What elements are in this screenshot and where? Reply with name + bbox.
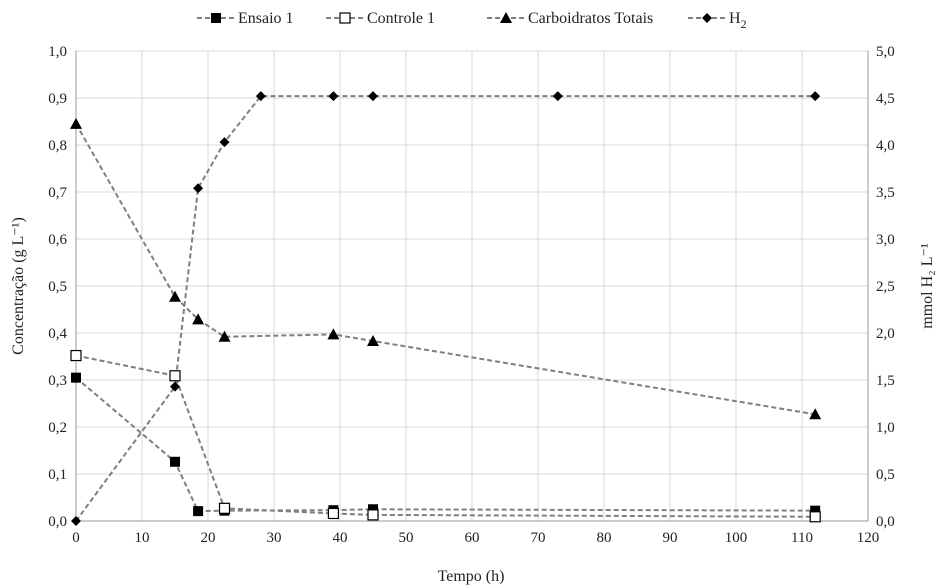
data-point-series-4 (328, 91, 339, 102)
x-tick-label: 0 (72, 530, 80, 546)
x-tick-label: 20 (201, 530, 216, 546)
x-tick-label: 50 (399, 530, 414, 546)
legend-marker-3 (500, 12, 512, 23)
data-point-series-3 (169, 290, 181, 302)
y2-tick-label: 2,5 (876, 279, 895, 295)
data-point-series-2 (809, 511, 821, 523)
data-point-series-2 (218, 502, 231, 514)
series-line-2 (75, 354, 816, 518)
data-point-series-4 (170, 381, 180, 392)
data-point-series-2 (70, 349, 82, 362)
data-point-series-3 (218, 330, 231, 342)
y-tick-label: 1,0 (48, 44, 67, 60)
y2-tick-label: 2,0 (876, 326, 895, 342)
y-tick-label: 0,7 (48, 185, 67, 201)
data-point-series-3 (809, 408, 822, 420)
y-tick-label: 0,9 (48, 91, 67, 107)
y-tick-label: 0,0 (48, 514, 67, 530)
data-point-series-4 (810, 91, 821, 102)
y2-tick-label: 5,0 (876, 44, 895, 60)
data-point-series-1 (810, 505, 821, 516)
data-point-series-2 (367, 509, 379, 521)
series-line-1 (75, 376, 816, 513)
x-tick-label: 10 (135, 530, 150, 546)
axes: 0 10 20 30 40 50 60 70 80 90 100 110 1200,00,10,20,3… (48, 44, 895, 546)
data-point-series-4 (552, 91, 563, 102)
y2-tick-label: 4,5 (876, 91, 895, 107)
data-point-series-4 (368, 91, 378, 102)
legend-marker-1 (211, 13, 221, 23)
data-point-series-4 (71, 516, 81, 526)
y-tick-label: 0,4 (48, 326, 67, 342)
data-point-series-1 (368, 504, 378, 515)
x-tick-label: 80 (597, 530, 612, 546)
y-tick-label: 0,5 (48, 279, 67, 295)
x-tick-label: 70 (531, 530, 546, 546)
legend-label-4: H2 (729, 10, 747, 31)
x-axis-title: Tempo (h) (438, 568, 505, 585)
legend-label-3: Carboidratos Totais (528, 10, 653, 27)
x-tick-label: 90 (663, 530, 678, 546)
y-tick-label: 0,2 (48, 420, 67, 436)
series-line-3 (75, 123, 816, 416)
y2-tick-label: 0,5 (876, 467, 895, 483)
data-point-series-3 (192, 313, 205, 325)
data-point-series-2 (327, 507, 339, 520)
data-point-series-1 (170, 456, 180, 467)
legend-marker-4 (702, 13, 712, 23)
y-axis-title: Concentração (g L⁻¹) (10, 217, 27, 355)
x-tick-label: 110 (791, 530, 813, 546)
y2-tick-label: 1,0 (876, 420, 895, 436)
data-point-series-4 (193, 183, 204, 194)
data-point-series-3 (70, 117, 82, 129)
data-point-series-4 (255, 91, 266, 102)
data-point-series-2 (169, 370, 181, 382)
data-point-series-4 (219, 137, 230, 148)
y-tick-label: 0,3 (48, 373, 67, 389)
data-point-series-1 (193, 506, 204, 517)
legend-label-2: Controle 1 (367, 10, 435, 27)
data-point-series-1 (71, 372, 81, 383)
markers-group (70, 91, 822, 526)
y2-axis-title: mmol H₂ L⁻¹ (919, 243, 936, 329)
data-point-series-3 (327, 328, 340, 340)
series-group (75, 95, 816, 522)
x-tick-label: 40 (333, 530, 348, 546)
y2-tick-label: 3,5 (876, 185, 895, 201)
data-point-series-3 (367, 334, 379, 346)
x-tick-label: 30 (267, 530, 282, 546)
y2-tick-label: 3,0 (876, 232, 895, 248)
y-tick-label: 0,1 (48, 467, 67, 483)
legend-marker-2 (339, 12, 351, 24)
legend-label-1: Ensaio 1 (238, 10, 294, 27)
x-tick-label: 120 (857, 530, 880, 546)
y2-tick-label: 1,5 (876, 373, 895, 389)
y2-tick-label: 0,0 (876, 514, 895, 530)
x-tick-label: 100 (725, 530, 748, 546)
legend-label-subscript: 2 (741, 17, 747, 31)
y-tick-label: 0,8 (48, 138, 67, 154)
series-line-4 (75, 95, 816, 522)
legend: Ensaio 1 Controle 1 Carboidratos Totais H2 (197, 10, 747, 31)
gridlines (75, 50, 869, 522)
y-tick-label: 0,6 (48, 232, 67, 248)
x-tick-label: 60 (465, 530, 480, 546)
y2-tick-label: 4,0 (876, 138, 895, 154)
